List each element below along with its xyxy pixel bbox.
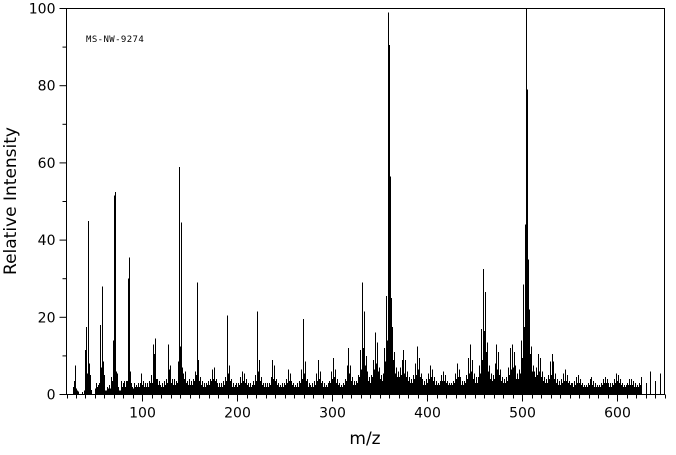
y-tick-label: 40 [38, 233, 56, 249]
y-tick-label: 0 [47, 388, 56, 404]
y-tick-label: 100 [29, 2, 56, 18]
x-tick-label: 500 [509, 406, 536, 422]
x-axis-ticks [67, 394, 666, 402]
sample-id-annotation: MS-NW-9274 [86, 35, 144, 45]
x-axis-tick-labels: 100 200 300 400 500 600 [129, 406, 631, 422]
x-tick-label: 600 [604, 406, 631, 422]
x-tick-label: 300 [319, 406, 346, 422]
x-axis-title: m/z [349, 429, 380, 449]
y-axis-ticks [59, 8, 67, 395]
y-axis-title: Relative Intensity [1, 127, 21, 275]
x-tick-label: 400 [414, 406, 441, 422]
y-tick-label: 60 [38, 156, 56, 172]
y-tick-label: 80 [38, 79, 56, 95]
y-tick-label: 20 [38, 310, 56, 326]
spectrum-peaks [73, 8, 661, 395]
x-tick-label: 200 [224, 406, 251, 422]
y-axis-tick-labels: 0 20 40 60 80 100 [29, 2, 56, 404]
x-tick-label: 100 [129, 406, 156, 422]
